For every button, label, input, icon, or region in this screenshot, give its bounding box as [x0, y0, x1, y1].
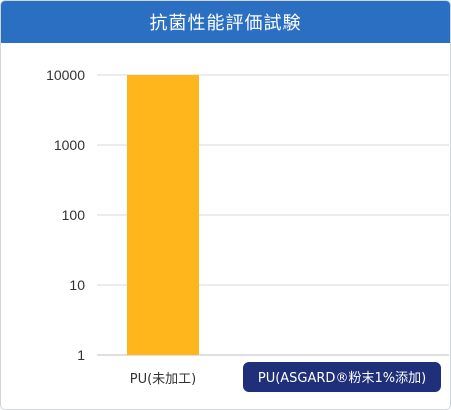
y-tick-label: 1	[77, 347, 85, 363]
chart-title: 抗菌性能評価試験	[1, 1, 450, 43]
bar-1	[127, 75, 199, 355]
x-tick-label: PU(未加工)	[130, 372, 197, 387]
x-tick-badge	[243, 362, 441, 392]
y-tick-label: 1000	[54, 137, 85, 153]
y-tick-label: 10	[69, 277, 85, 293]
y-tick-label: 100	[62, 207, 86, 223]
y-tick-label: 10000	[46, 67, 85, 83]
x-tick-label: PU(ASGARD®粉末1%添加)	[258, 371, 426, 386]
